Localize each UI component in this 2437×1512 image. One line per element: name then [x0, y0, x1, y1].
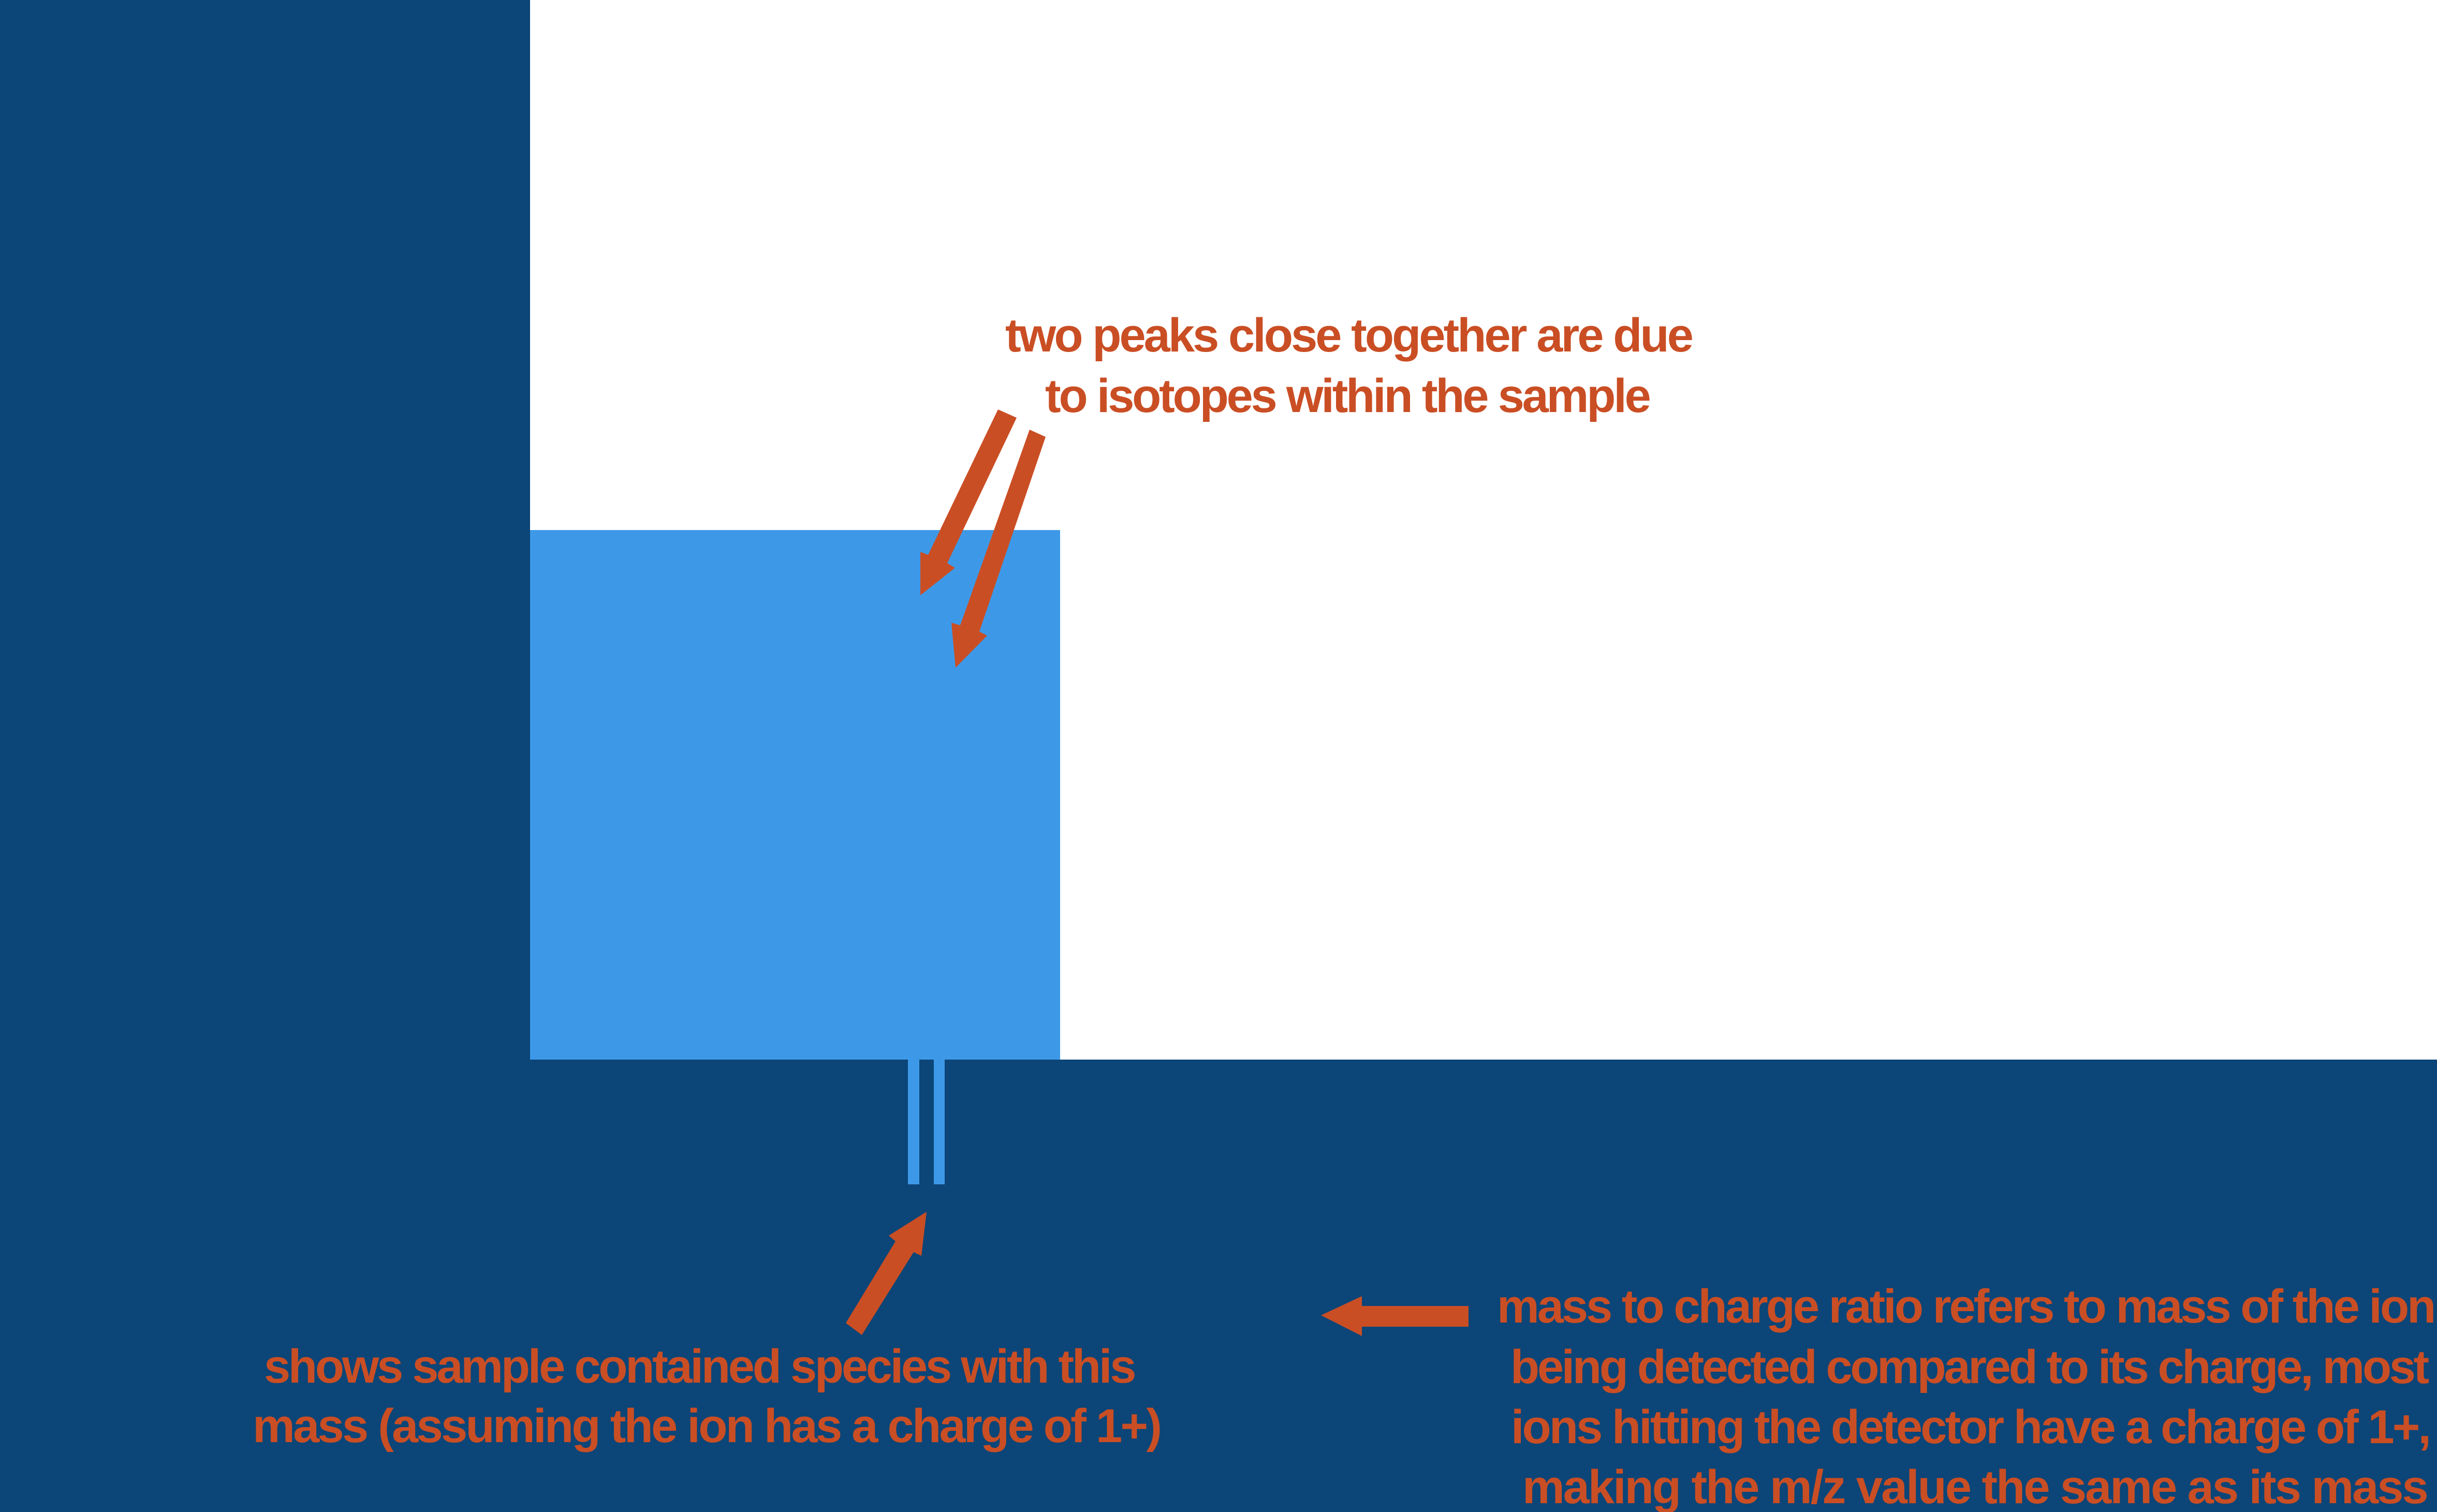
svg-text:to isotopes within the sample: to isotopes within the sample	[1045, 370, 1650, 422]
svg-text:being detected compared to its: being detected compared to its charge, m…	[1510, 1341, 2429, 1393]
svg-text:two peaks close together are d: two peaks close together are due	[1005, 309, 1693, 362]
svg-text:making the m/z value the same: making the m/z value the same as its mas…	[1522, 1461, 2427, 1512]
svg-text:shows sample contained species: shows sample contained species with this	[264, 1340, 1135, 1393]
svg-text:ions hitting the detector have: ions hitting the detector have a charge …	[1511, 1401, 2429, 1454]
svg-text:mass to charge ratio refers to: mass to charge ratio refers to mass of t…	[1497, 1280, 2434, 1333]
svg-text:mass (assuming the ion has a c: mass (assuming the ion has a charge of 1…	[253, 1400, 1160, 1452]
